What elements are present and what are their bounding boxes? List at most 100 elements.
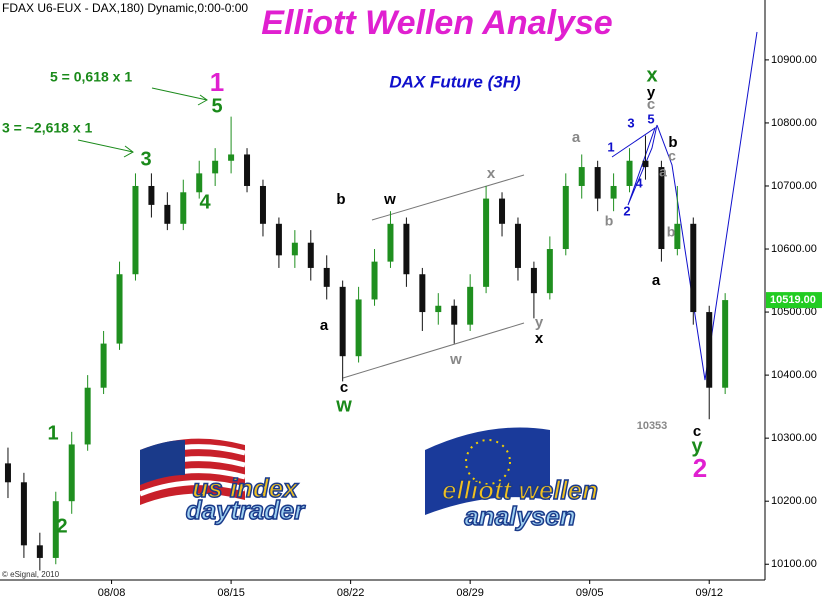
candle-body [594,167,601,199]
wave-label: b [605,213,614,229]
last-price-box [766,292,822,309]
wave-label: y [647,84,656,101]
candle-body [467,286,474,325]
channel-line [342,322,525,379]
copyright: © eSignal, 2010 [2,570,60,579]
candle-body [722,300,729,388]
y-tick-label: 10800.00 [771,117,817,129]
candle-body [228,154,235,161]
logo-text: analysen [464,501,575,531]
candle-body [68,444,75,502]
y-tick-label: 10100.00 [771,558,817,570]
y-tick-label: 10500.00 [771,306,817,318]
x-tick-label: 08/29 [456,587,484,599]
wave-label: 5 [211,95,222,117]
candle-body [387,223,394,262]
candle-body [52,501,59,558]
y-tick-label: 10700.00 [771,180,817,192]
candle-body [435,305,442,313]
candle-body [355,299,362,357]
candle-body [259,185,266,224]
y-tick-label: 10600.00 [771,243,817,255]
candle-body [514,223,521,268]
candle-body [419,274,426,313]
y-tick-label: 10400.00 [771,369,817,381]
candle-body [562,185,569,250]
candle-body [164,204,171,224]
logo-eu-flag [425,427,550,515]
arrow [123,145,134,158]
wave-label: 3 [627,115,634,130]
wave-label: b [336,191,345,208]
candle-body [291,242,298,256]
wave-line [656,31,758,381]
candle-body [180,192,187,224]
y-tick-label: 10900.00 [771,54,817,66]
candle-body [451,305,458,325]
last-price-label: 10519.00 [770,294,816,306]
wave-label: 2 [56,515,67,537]
wave-label: w [383,191,396,208]
arrow [151,87,208,101]
wave-label: b [668,134,677,151]
candle-body [275,223,282,256]
candle-body [116,274,123,344]
candle-body [371,261,378,300]
candle-body [132,185,139,275]
x-tick-label: 09/05 [576,587,604,599]
wave-label: 2 [623,203,630,218]
candle-body [626,160,633,186]
wave-label: w [449,351,462,368]
candle-body [244,154,251,186]
wave-label: x [487,165,496,182]
wave-label: y [691,435,703,457]
wave-label: a [652,272,661,289]
candle-body [499,198,506,224]
wave-label: a [572,129,581,146]
channel-line [371,174,525,221]
y-tick-label: 10200.00 [771,495,817,507]
candle-body [610,185,617,199]
candle-body [546,249,553,294]
wave-label: 1 [607,139,614,154]
wave-line [611,124,658,206]
x-tick-label: 08/08 [98,587,126,599]
wave-label: 5 = 0,618 x 1 [50,69,132,85]
wave-label: c [668,148,676,164]
wave-label: 10353 [637,420,668,432]
wave-label: 1 [47,422,58,444]
wave-label: 1 [210,67,224,97]
candle-body [530,267,537,294]
wave-label: c [693,423,701,440]
wave-label: 3 [140,148,151,170]
arrow [197,94,208,106]
arrow [77,139,134,153]
candle-body [706,312,713,388]
candle-body [642,160,649,168]
candle-body [212,160,219,174]
wave-label: 4 [635,175,643,190]
candle-body [483,198,490,287]
wave-label: b [667,224,676,240]
wave-label: w [335,394,352,416]
y-tick-label: 10300.00 [771,432,817,444]
candle-body [84,387,91,445]
wave-label: y [535,314,544,331]
wave-label: a [320,317,329,334]
wave-label: 5 [647,111,654,126]
x-tick-label: 09/12 [695,587,723,599]
chart-title: Elliott Wellen Analyse [261,4,612,42]
candle-body [339,286,346,357]
candle-body [323,267,330,287]
candle-body [403,223,410,275]
wave-label: a [659,164,667,180]
wave-label: 3 = ~2,618 x 1 [2,120,93,136]
wave-label: x [646,64,657,86]
candle-body [4,463,11,483]
logo-text: elliott wellen [442,475,598,505]
candle-body [20,482,27,546]
candle-body [36,545,43,558]
chart-subtitle: DAX Future (3H) [389,72,521,91]
wave-label: 2 [693,453,707,483]
